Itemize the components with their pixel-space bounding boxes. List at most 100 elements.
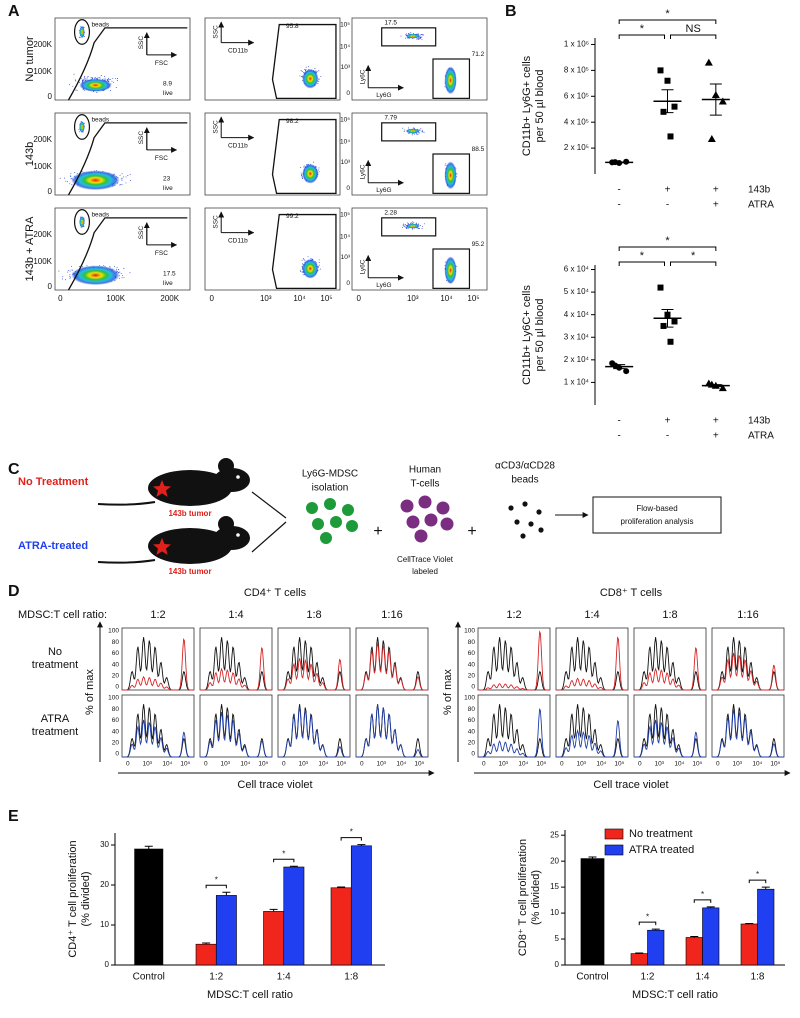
ratio-label: 1:16 xyxy=(737,609,758,621)
x-tick-label: 0 xyxy=(282,761,286,768)
gate-percent: 23 xyxy=(163,175,171,182)
y-tick-label: 0 xyxy=(48,187,53,196)
y-tick-label: 25 xyxy=(550,830,559,839)
density-blob xyxy=(79,78,112,92)
density-blob xyxy=(444,256,457,285)
axis-label: Ly6C xyxy=(360,164,367,179)
x-tick-label: 10³ xyxy=(407,294,419,303)
row-label: No xyxy=(48,646,62,658)
density-blob xyxy=(79,216,85,228)
significance-bracket xyxy=(638,921,657,926)
panel-label: B xyxy=(505,3,517,20)
panel-label: C xyxy=(8,461,20,478)
y-tick-label: 40 xyxy=(468,661,476,668)
significance-label: * xyxy=(756,870,759,879)
condition-level: + xyxy=(713,185,719,196)
mouse-eye xyxy=(236,475,240,479)
cell xyxy=(324,498,336,510)
y-tick-label: 10⁵ xyxy=(340,21,350,28)
histogram-plot xyxy=(199,694,273,758)
gate-percent: 98.2 xyxy=(286,118,299,125)
y-tick-label: 100K xyxy=(33,257,52,266)
histogram-trace xyxy=(478,630,550,691)
condition-name: 143b xyxy=(748,416,771,427)
condition-level: + xyxy=(713,416,719,427)
axis-label: SSC xyxy=(138,36,145,50)
legend-label: No treatment xyxy=(629,828,693,840)
condition-level: + xyxy=(665,416,671,427)
x-tick-label: 10⁴ xyxy=(674,761,684,768)
histogram-trace xyxy=(556,637,628,691)
axis-label: SSC xyxy=(213,120,220,134)
y-axis-label: CD11b+ Ly6C+ cells xyxy=(521,285,533,385)
axis-label: FSC xyxy=(155,250,168,257)
panel-label: D xyxy=(8,583,20,600)
y-tick-label: 10⁵ xyxy=(340,116,350,123)
cell xyxy=(440,517,454,531)
y-axis-label: (% divided) xyxy=(80,871,92,926)
y-tick-label: 20 xyxy=(112,740,120,747)
histogram-trace xyxy=(356,704,428,758)
y-tick-label: 10 xyxy=(550,908,559,917)
merge-lines xyxy=(251,491,287,553)
histogram-trace xyxy=(556,719,628,758)
mouse-ear xyxy=(218,458,234,474)
significance-label: * xyxy=(640,250,645,262)
ratio-label: 1:4 xyxy=(584,609,599,621)
y-tick-label: 20 xyxy=(550,856,559,865)
y-tick-label: 100 xyxy=(464,695,475,702)
ly6g-gate xyxy=(432,58,471,99)
y-tick-label: 60 xyxy=(112,650,120,657)
x-tick-label: 1:2 xyxy=(641,972,655,983)
cell xyxy=(406,515,420,529)
y-tick-label: 5 x 10⁴ xyxy=(564,287,590,296)
x-tick-label: 10³ xyxy=(298,761,308,768)
histogram-trace xyxy=(278,637,350,691)
condition-name: ATRA xyxy=(748,431,774,442)
mouse-head xyxy=(214,468,250,492)
legend-swatch xyxy=(604,828,624,840)
gate-percent: 8.9 xyxy=(163,80,172,87)
x-tick-label: 10⁴ xyxy=(293,294,306,303)
y-tick-label: 20 xyxy=(468,673,476,680)
y-tick-label: 200K xyxy=(33,40,52,49)
y-tick-label: 60 xyxy=(468,650,476,657)
condition-level: + xyxy=(713,200,719,211)
histogram-trace xyxy=(122,637,194,691)
gate-percent: 71.2 xyxy=(472,51,485,58)
significance-label: * xyxy=(282,849,285,858)
significance-bracket xyxy=(670,261,717,266)
cd11b-gate xyxy=(271,23,337,100)
axis-label: SSC xyxy=(138,226,145,240)
x-axis-label: MDSC:T cell ratio xyxy=(632,989,718,1001)
tumor-star xyxy=(153,480,171,497)
histogram-trace xyxy=(278,706,350,758)
cell xyxy=(414,529,428,543)
significance-label: * xyxy=(350,828,353,837)
gate-percent: 17.5 xyxy=(384,20,397,27)
axis-label: SSC xyxy=(213,25,220,39)
x-tick-label: 10³ xyxy=(732,761,742,768)
y-tick-label: 10³ xyxy=(341,254,351,261)
x-tick-label: 10⁴ xyxy=(396,761,406,768)
gate-label: live xyxy=(163,90,173,97)
live-gate xyxy=(67,27,188,101)
error-bar xyxy=(357,844,366,846)
data-point xyxy=(612,362,619,369)
x-axis-label: Cell trace violet xyxy=(237,779,312,791)
y-tick-label: 30 xyxy=(100,840,109,849)
y-tick-label: 0 xyxy=(115,684,119,691)
significance-bracket xyxy=(618,261,665,266)
significance-bracket xyxy=(618,34,665,39)
error-bar xyxy=(651,928,660,931)
x-tick-label: 10⁵ xyxy=(336,761,346,768)
y-tick-label: 10⁴ xyxy=(340,138,350,145)
tumor-star xyxy=(153,538,171,555)
live-gate xyxy=(67,122,188,196)
y-tick-label: 5 xyxy=(555,934,560,943)
x-tick-label: 10⁵ xyxy=(258,761,268,768)
x-tick-label: 1:4 xyxy=(277,972,291,983)
group-label: No Treatment xyxy=(18,476,89,488)
data-point xyxy=(718,97,727,105)
